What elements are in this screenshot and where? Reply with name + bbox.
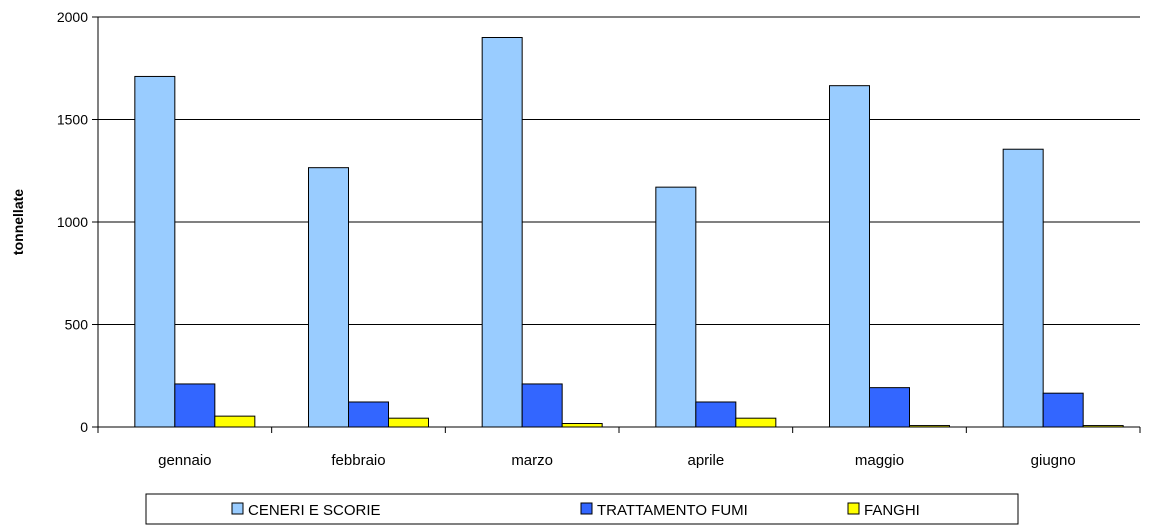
y-tick-label: 0 (80, 419, 88, 435)
gridlines (98, 16, 1140, 325)
bar (214, 415, 256, 428)
bar (388, 417, 429, 428)
x-tick-label: aprile (687, 452, 724, 469)
axes (92, 16, 1141, 433)
bar (561, 423, 603, 428)
y-tick-label: 1500 (57, 112, 88, 128)
bar (1002, 148, 1044, 428)
legend: CENERI E SCORIE TRATTAMENTO FUMI FANGHI (145, 493, 1019, 525)
y-tick-labels: 0 500 1000 1500 2000 (57, 9, 88, 435)
y-tick-label: 1000 (57, 214, 88, 230)
bar (521, 383, 563, 428)
bar (869, 387, 910, 428)
legend-label: FANGHI (864, 502, 920, 519)
legend-swatch (231, 502, 244, 515)
bar (735, 417, 777, 428)
bar (348, 401, 389, 428)
legend-swatch (580, 502, 593, 515)
legend-label: TRATTAMENTO FUMI (597, 502, 748, 519)
x-tick-label: gennaio (158, 452, 211, 469)
x-tick-label: febbraio (331, 452, 385, 469)
x-tick-label: marzo (511, 452, 553, 469)
y-axis-title: tonnellate (10, 189, 26, 255)
bar (481, 37, 523, 428)
bar (655, 186, 697, 428)
x-tick-label: maggio (855, 452, 904, 469)
y-tick-label: 500 (65, 317, 89, 333)
legend-swatch (847, 502, 860, 515)
bars (134, 37, 1124, 428)
bar (134, 75, 176, 428)
legend-label: CENERI E SCORIE (248, 502, 381, 519)
bar (174, 383, 216, 428)
bar (695, 401, 737, 428)
bar (308, 167, 349, 428)
x-tick-labels: gennaio febbraio marzo aprile maggio giugno (158, 452, 1076, 469)
bar (1042, 392, 1084, 428)
bar (829, 85, 870, 428)
x-tick-label: giugno (1031, 452, 1076, 469)
y-tick-label: 2000 (57, 9, 88, 25)
